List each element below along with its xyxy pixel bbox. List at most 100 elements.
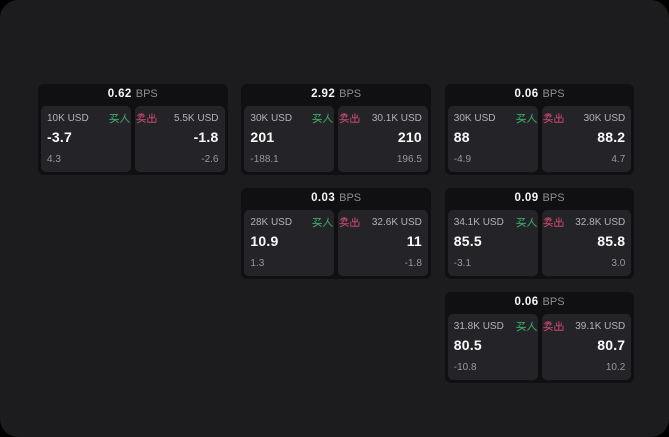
buy-quote-panel[interactable]: 28K USD 买入 [244,210,335,276]
bps-value: 0.03 [311,192,336,204]
quote-card: 2.92 BPS 30K USD 买入 [241,84,431,175]
sell-amount: 32.8K USD [575,217,626,228]
bps-value: 0.62 [107,88,132,100]
buy-amount: 30K USD [453,113,496,124]
sell-quote-panel[interactable]: 卖出 [541,210,632,276]
sell-label-glyph [136,113,157,124]
buy-button[interactable]: 买入 [109,113,130,124]
buy-delta: -3.1 [453,258,472,269]
buy-price: -3.7 [47,129,72,145]
buy-button[interactable]: 买入 [515,113,537,124]
buy-quote-panel[interactable]: 10K USD 买入 [41,106,131,172]
sell-button[interactable]: 卖出 [339,113,360,124]
buy-quote-panel[interactable]: 31.8K USD 买入 [447,314,538,380]
bps-unit-label: BPS [339,88,362,100]
buy-label-glyph [515,113,537,124]
sell-label-glyph [542,113,563,124]
buy-price: 10.9 [250,233,279,249]
card-body: 34.1K USD 买入 [447,210,632,276]
sell-label-glyph [339,113,360,124]
sell-panel-top: 卖出 [542,112,626,125]
buy-quote-panel[interactable]: 30K USD 买入 [244,106,335,172]
sell-quote-panel[interactable]: 卖出 [541,106,632,172]
bps-unit-label: BPS [542,88,565,100]
buy-amount: 10K USD [47,113,89,124]
buy-label-glyph [109,113,130,124]
card-body: 30K USD 买入 [244,106,428,172]
sell-panel-top: 卖出 [542,216,626,229]
quote-card: 0.03 BPS 28K USD 买入 [241,188,431,279]
buy-button[interactable]: 买入 [515,321,537,332]
bps-unit-label: BPS [542,192,565,204]
buy-price: 201 [250,129,275,145]
sell-price: 85.8 [597,233,626,249]
buy-button[interactable]: 买入 [515,217,537,228]
sell-price: 88.2 [597,129,626,145]
card-header: 2.92 BPS [244,87,428,106]
sell-delta: 10.2 [605,362,626,373]
buy-quote-panel[interactable]: 30K USD 买入 [447,106,538,172]
sell-label-glyph [542,321,563,332]
quote-card: 0.62 BPS 10K USD 买入 [38,84,228,175]
buy-panel-top: 28K USD 买入 [250,216,333,229]
buy-label-glyph [515,217,537,228]
quote-card: 0.06 BPS 30K USD 买入 [444,84,635,175]
sell-price: 80.7 [597,337,626,353]
quote-grid: 0.62 BPS 10K USD 买入 [38,84,635,383]
buy-price: 80.5 [453,337,482,353]
bps-unit-label: BPS [135,88,158,100]
sell-price: 210 [397,129,422,145]
buy-panel-top: 31.8K USD 买入 [453,320,537,333]
buy-label-glyph [312,217,333,228]
card-header: 0.03 BPS [244,191,428,210]
buy-panel-top: 30K USD 买入 [453,112,537,125]
sell-button[interactable]: 卖出 [136,113,157,124]
sell-panel-top: 卖出 [136,112,219,125]
card-body: 10K USD 买入 [41,106,225,172]
sell-delta: 4.7 [611,154,626,165]
buy-panel-top: 34.1K USD 买入 [453,216,537,229]
buy-price: 85.5 [453,233,482,249]
buy-amount: 31.8K USD [453,321,504,332]
card-body: 28K USD 买入 [244,210,428,276]
sell-price: 11 [406,233,422,249]
buy-delta: 4.3 [47,154,61,165]
sell-quote-panel[interactable]: 卖出 [338,106,428,172]
sell-quote-panel[interactable]: 卖出 [338,210,428,276]
sell-quote-panel[interactable]: 卖出 [541,314,632,380]
buy-delta: -10.8 [453,362,477,373]
buy-button[interactable]: 买入 [312,217,333,228]
sell-quote-panel[interactable]: 卖出 [134,106,225,172]
bps-unit-label: BPS [542,296,565,308]
quote-card: 0.06 BPS 31.8K USD 买入 [444,292,635,383]
card-body: 30K USD 买入 [447,106,632,172]
buy-delta: -4.9 [453,154,472,165]
sell-button[interactable]: 卖出 [542,321,564,332]
buy-amount: 28K USD [250,217,293,228]
card-header: 0.06 BPS [448,87,632,106]
buy-delta: 1.3 [250,258,265,269]
buy-amount: 30K USD [250,113,293,124]
sell-amount: 5.5K USD [174,113,219,124]
sell-button[interactable]: 卖出 [542,217,564,228]
buy-button[interactable]: 买入 [312,113,333,124]
buy-label-glyph [312,113,333,124]
bps-value: 0.06 [514,88,539,100]
sell-button[interactable]: 卖出 [542,113,564,124]
card-header: 0.62 BPS [41,87,225,106]
sell-amount: 30K USD [583,113,626,124]
buy-quote-panel[interactable]: 34.1K USD 买入 [447,210,538,276]
card-header: 0.06 BPS [448,295,632,314]
sell-button[interactable]: 卖出 [339,217,360,228]
sell-delta: -2.6 [201,154,219,165]
sell-panel-top: 卖出 [339,112,422,125]
sell-amount: 39.1K USD [575,321,626,332]
sell-amount: 32.6K USD [371,217,422,228]
card-header: 0.09 BPS [448,191,632,210]
bps-value: 0.06 [514,296,539,308]
quote-card: 0.09 BPS 34.1K USD 买入 [444,188,635,279]
buy-panel-top: 10K USD 买入 [47,112,130,125]
buy-amount: 34.1K USD [453,217,504,228]
sell-price: -1.8 [193,129,219,145]
